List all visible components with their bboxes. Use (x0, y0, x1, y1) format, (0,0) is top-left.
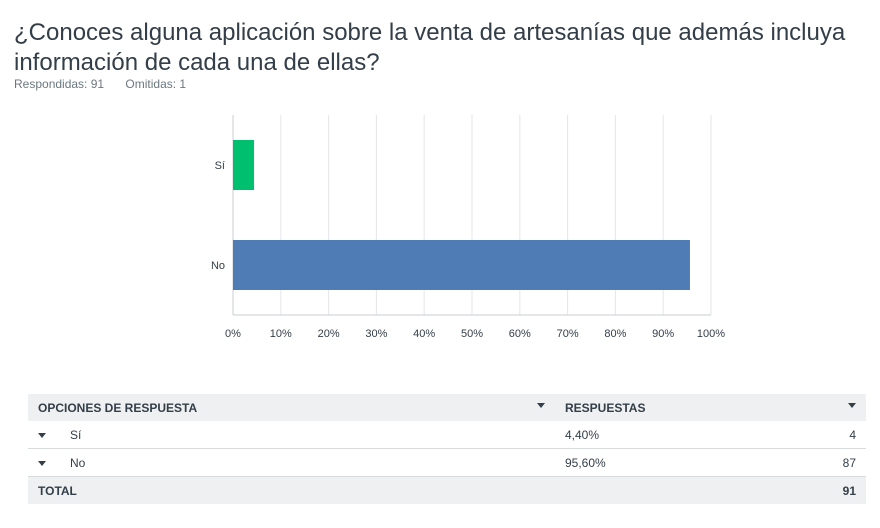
sort-options-icon[interactable] (537, 402, 545, 408)
option-count: 87 (842, 455, 856, 470)
total-count: 91 (555, 476, 866, 504)
option-percent: 95,60% (565, 455, 606, 470)
option-label: No (70, 455, 86, 470)
x-tick-label: 70% (557, 328, 579, 340)
x-tick-label: 30% (365, 328, 387, 340)
expand-caret-icon[interactable] (38, 460, 46, 466)
question-title: ¿Conoces alguna aplicación sobre la vent… (14, 19, 846, 77)
y-category-label: No (211, 260, 225, 272)
options-header[interactable]: OPCIONES DE RESPUESTA (28, 394, 555, 421)
total-row: TOTAL 91 (28, 476, 866, 504)
option-count: 4 (849, 427, 856, 442)
skipped-count: Omitidas: 1 (125, 77, 187, 91)
x-tick-label: 60% (509, 328, 531, 340)
expand-caret-icon[interactable] (38, 432, 46, 438)
x-tick-label: 40% (413, 328, 435, 340)
option-percent: 4,40% (565, 427, 600, 442)
responses-header[interactable]: RESPUESTAS (555, 394, 866, 421)
bar (233, 240, 690, 290)
table-row: Sí 4,40% 4 (28, 421, 866, 449)
sort-responses-icon[interactable] (848, 402, 856, 408)
x-tick-label: 100% (697, 328, 725, 340)
x-tick-label: 50% (461, 328, 483, 340)
x-tick-label: 0% (225, 328, 241, 340)
x-tick-label: 10% (270, 328, 292, 340)
y-category-label: Sí (215, 160, 225, 172)
answered-count: Respondidas: 91 (14, 77, 105, 91)
responses-table: OPCIONES DE RESPUESTA RESPUESTAS Sí 4,40… (28, 394, 866, 504)
table-row: No 95,60% 87 (28, 448, 866, 477)
x-tick-label: 20% (318, 328, 340, 340)
total-label: TOTAL (28, 476, 555, 504)
response-stats: Respondidas: 91 Omitidas: 1 (14, 77, 204, 91)
bar (233, 140, 255, 190)
x-tick-label: 90% (652, 328, 674, 340)
option-label: Sí (70, 427, 82, 442)
x-tick-label: 80% (604, 328, 626, 340)
